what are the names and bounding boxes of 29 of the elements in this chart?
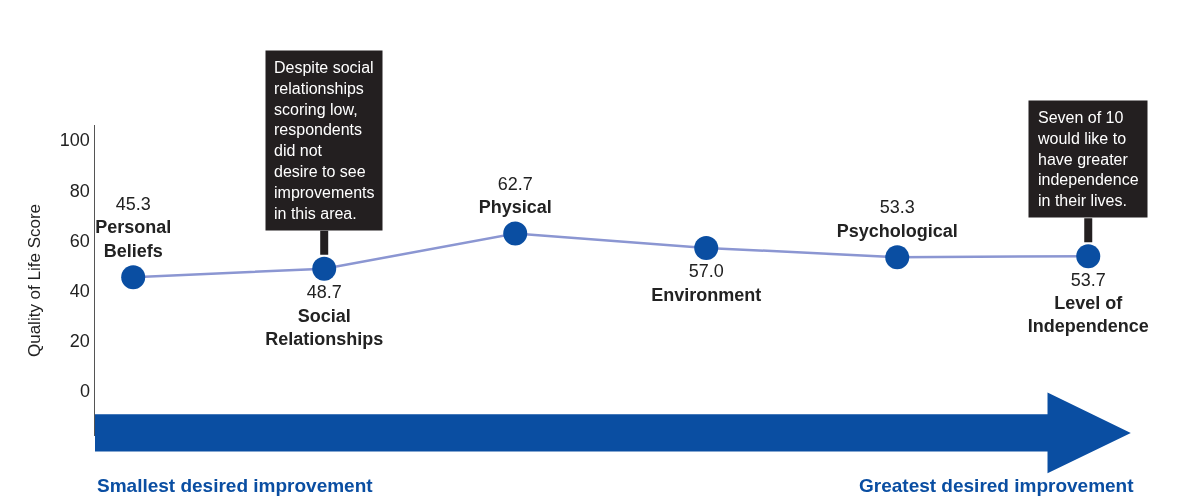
x-tick-label: Physical [478, 197, 552, 218]
data-label: 45.3 [115, 193, 151, 214]
annotation: Despite social relationships scoring low, respondents did not desire to see improvements in this area. [274, 59, 375, 222]
point [312, 256, 337, 281]
data-label: 57.0 [688, 261, 724, 282]
point [1076, 244, 1101, 269]
point [885, 245, 910, 270]
x-tick-label: Level of Independence [1027, 293, 1149, 337]
x-tick-label: Environment [651, 284, 762, 305]
point [121, 265, 146, 290]
y-tick-label: 100 [59, 130, 90, 151]
text: Smallest desired improvement [97, 475, 374, 496]
x-tick-label: Social Relationships [265, 305, 384, 350]
point [694, 235, 719, 260]
x-tick-label: Personal Beliefs [95, 217, 172, 261]
y-axis-title: Quality of Life Score [24, 203, 44, 358]
data-label: 53.7 [1070, 269, 1106, 290]
y-tick-label: 20 [69, 330, 90, 351]
annotation: Seven of 10 would like to have greater independence in their lives. [1037, 109, 1139, 210]
text: Greatest desired improvement [859, 475, 1135, 496]
data-label: 48.7 [306, 282, 342, 303]
y-tick-label: 80 [69, 180, 90, 201]
data-label: 62.7 [497, 173, 533, 194]
y-tick-label: 0 [79, 381, 90, 402]
point [503, 221, 528, 246]
x-tick-label: Psychological [836, 220, 958, 241]
y-tick-label: 40 [69, 280, 90, 301]
data-label: 53.3 [879, 197, 915, 218]
y-tick-label: 60 [69, 230, 90, 251]
